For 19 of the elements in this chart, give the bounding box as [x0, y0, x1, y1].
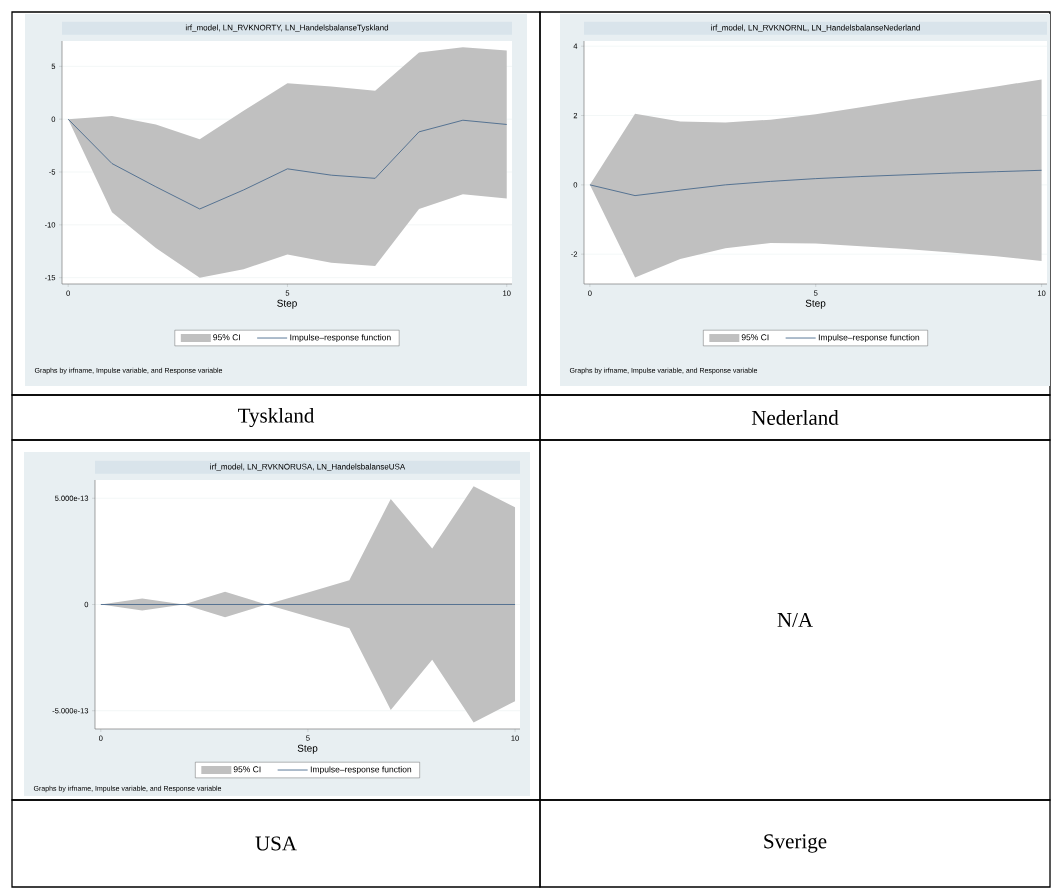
chart-title: irf_model, LN_RVKNORUSA, LN_HandelsbalanseUSA	[210, 463, 406, 471]
line-series	[589, 169, 1043, 197]
text: Tyskland	[238, 407, 315, 428]
x-axis-title: Step	[805, 299, 826, 309]
text: Sverige	[764, 834, 827, 853]
legend-label: Impulse–response function	[290, 334, 391, 343]
text: 95% CI	[233, 766, 261, 773]
text: 95% CI	[741, 334, 769, 341]
text: Nederland	[751, 410, 839, 425]
text: USA	[255, 836, 297, 851]
line-series	[67, 118, 508, 210]
x-axis-title: Step	[297, 744, 318, 754]
text: N/A	[777, 612, 813, 628]
x-axis-title: Step	[277, 299, 297, 309]
text: 95% CI	[213, 334, 240, 341]
legend-label: Impulse–response function	[818, 334, 920, 343]
chart-title: irf_model, LN_RVKNORTY, LN_HandelsbalanseTyskland	[185, 24, 389, 33]
chart-title: irf_model, LN_RVKNORNL, LN_HandelsbalanseNederland	[711, 24, 920, 32]
legend-label: Impulse–response function	[310, 766, 412, 775]
